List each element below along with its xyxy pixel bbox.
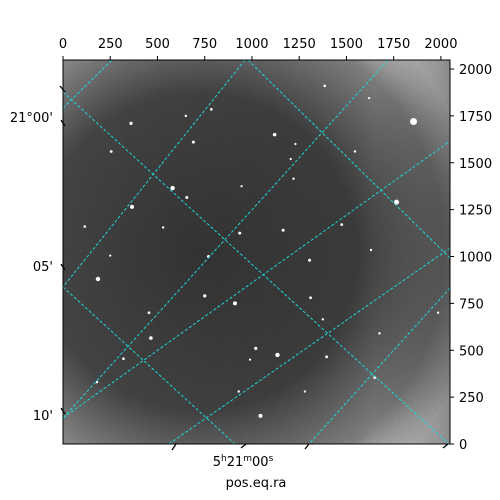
top-x-tick-label-8: 2000 [424,37,457,52]
star-6 [275,352,280,358]
star-18 [340,223,344,227]
star-7 [272,132,277,137]
star-29 [323,84,327,88]
top-x-tick-label-0: 0 [59,37,67,52]
grid-line-5 [168,247,450,444]
top-x-tick-label-7: 1750 [377,37,410,52]
bottom-ra-axis: 5h21m00s [171,443,449,470]
sky-image [63,60,450,444]
star-37 [378,332,381,335]
top-x-tick-label-1: 250 [98,37,123,52]
top-x-tick-label-2: 500 [145,37,170,52]
right-y-tick-label-2: 500 [459,344,484,359]
top-x-tick-label-4: 1000 [235,37,268,52]
star-24 [147,311,151,315]
dec-tick-label-2: 10' [33,409,53,424]
dec-tick-label-0: 21°00' [10,111,53,126]
right-y-tick-label-8: 2000 [459,63,492,78]
star-1 [394,199,400,205]
star-31 [436,311,440,314]
left-dec-axis: 21°00' 05' 10' [10,85,66,424]
star-21 [258,413,263,418]
dec-tick-2: 10' [33,407,66,424]
star-8 [254,346,258,350]
right-y-tick-label-7: 1750 [459,110,492,125]
grid-line-8 [308,287,450,444]
star-23 [122,357,125,360]
star-35 [294,142,297,146]
star-13 [203,294,207,298]
star-34 [184,114,188,118]
star-12 [149,336,153,340]
right-y-tick-label-1: 250 [459,391,484,406]
star-40 [289,157,292,161]
star-42 [109,254,112,257]
dec-tick-0: 21°00' [10,85,66,127]
grid-line-7 [63,60,389,419]
star-38 [303,390,306,393]
grid-line-4 [63,140,450,419]
dec-tick-1: 05' [33,260,66,275]
dec-tick-label-1: 05' [33,260,53,275]
x-axis-label: pos.eq.ra [226,476,287,491]
star-22 [83,225,87,228]
star-28 [353,150,357,153]
image-frame [62,59,451,445]
star-19 [325,355,329,359]
top-x-tick-label-6: 1500 [330,37,363,52]
star-4 [95,276,101,282]
right-y-tick-label-0: 0 [459,438,467,453]
ra-tick-label-0: 5h21m00s [213,454,274,470]
right-y-tick-label-5: 1250 [459,204,492,219]
star-26 [309,296,312,300]
top-x-axis: 0 250 500 750 1000 1250 1500 1750 2000 [59,37,457,60]
right-y-tick-label-6: 1500 [459,157,492,172]
coordinate-grid [63,60,450,444]
star-41 [161,226,165,229]
star-25 [210,108,213,111]
right-y-axis: 0 250 500 750 1000 1250 1500 1750 2000 [450,63,492,453]
star-39 [240,185,243,188]
star-0 [410,118,418,125]
grid-line-6 [63,60,246,288]
star-30 [369,248,373,252]
right-y-tick-label-4: 1000 [459,251,492,266]
star-9 [191,140,195,144]
star-15 [185,195,189,199]
grid-line-0 [247,60,450,259]
star-27 [281,228,285,232]
star-45 [292,177,295,180]
star-44 [368,96,371,100]
star-32 [237,390,240,393]
grid-line-2 [63,286,236,444]
star-2 [170,185,175,191]
top-x-tick-label-3: 750 [192,37,217,52]
star-5 [232,301,237,306]
grid-line-3 [63,60,113,109]
star-33 [95,380,99,384]
star-17 [308,258,312,262]
star-10 [129,121,133,125]
star-36 [321,318,325,321]
star-43 [248,358,252,361]
star-3 [129,204,134,209]
star-16 [238,231,242,235]
star-11 [109,150,113,153]
grid-line-1 [63,91,450,444]
top-x-tick-label-5: 1250 [283,37,316,52]
right-y-tick-label-3: 750 [459,297,484,312]
stars-layer [83,84,440,418]
